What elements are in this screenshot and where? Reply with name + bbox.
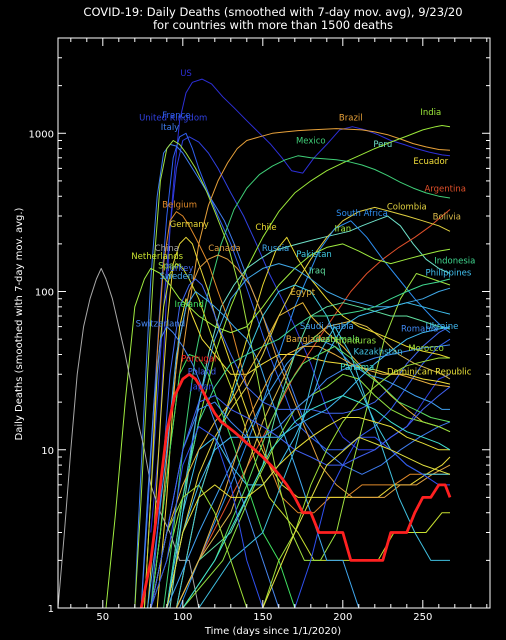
- series-line-guatemala: [182, 345, 451, 608]
- series-label-india: India: [420, 108, 441, 118]
- x-tick-label: 100: [173, 612, 192, 623]
- series-line-ukraine: [166, 326, 451, 608]
- series-line-portugal: [139, 372, 452, 608]
- axis-layer: 50 100 150 200 250 1 10 100 1000: [29, 37, 490, 623]
- series-label-peru: Peru: [373, 140, 392, 150]
- series-line-saudi-arabia: [166, 338, 450, 608]
- x-tick-label: 250: [413, 612, 432, 623]
- y-tick-label: 1000: [29, 129, 54, 140]
- series-label-united-kingdom: United Kingdom: [139, 114, 207, 124]
- series-line-iraq: [175, 302, 451, 608]
- series-label-chile: Chile: [255, 223, 276, 233]
- series-line-morocco: [150, 357, 450, 608]
- series-line-italy: [134, 143, 451, 608]
- series-line-japan: [118, 426, 450, 608]
- y-axis-label: Daily Deaths (smoothed with 7-day mov. a…: [14, 207, 25, 440]
- series-label-pakistan: Pakistan: [296, 250, 332, 260]
- series-line-turkey: [150, 278, 451, 608]
- series-label-spain: Spain: [158, 261, 182, 271]
- series-label-ecuador: Ecuador: [413, 157, 448, 167]
- series-label-philippines: Philippines: [426, 269, 472, 279]
- x-tick-label: 150: [253, 612, 272, 623]
- series-label-ukraine: Ukraine: [426, 322, 459, 332]
- series-label-ireland: Ireland: [174, 300, 203, 310]
- series-line-argentina: [175, 209, 451, 608]
- series-label-belgium: Belgium: [162, 200, 197, 210]
- y-tick-label: 100: [35, 288, 54, 299]
- series-line-sweden: [147, 291, 450, 608]
- chart-subtitle: for countries with more than 1500 deaths: [153, 18, 393, 32]
- y-tick-label: 1: [48, 604, 54, 615]
- series-label-turkey: Turkey: [165, 264, 194, 274]
- series-line-switzerland: [140, 326, 450, 608]
- series-line-south-africa: [179, 220, 451, 608]
- series-label-brazil: Brazil: [339, 114, 363, 124]
- series-line-kazakhstan: [198, 326, 450, 608]
- series-label-honduras: Honduras: [335, 336, 376, 346]
- series-line-belgium: [143, 211, 450, 608]
- series-line-honduras: [182, 373, 451, 608]
- series-label-bangladesh: Bangladesh: [286, 335, 336, 345]
- series-label-poland: Poland: [188, 367, 216, 377]
- series-line-mexico: [163, 155, 451, 608]
- series-label-germany: Germany: [170, 220, 209, 230]
- series-line-iran: [105, 243, 451, 608]
- series-label-romania: Romania: [401, 324, 438, 334]
- series-label-south-africa: South Africa: [336, 209, 388, 219]
- series-label-bolivia: Bolivia: [433, 213, 461, 223]
- series-label-sweden: Sweden: [160, 272, 194, 282]
- series-line-spain: [134, 140, 451, 608]
- series-line-us: [150, 78, 451, 533]
- x-tick-label: 50: [96, 612, 109, 623]
- series-label-morocco: Morocco: [408, 344, 444, 354]
- series-label-guatemala: Guatemala: [313, 335, 360, 345]
- series-label-dominican-republic: Dominican Republic: [387, 367, 472, 377]
- series-label-saudi-arabia: Saudi Arabia: [300, 322, 354, 332]
- series-label-russia: Russia: [262, 244, 289, 254]
- chart-title: COVID-19: Daily Deaths (smoothed with 7-…: [83, 5, 462, 19]
- series-label-china: China: [155, 244, 179, 254]
- series-label-iran: Iran: [334, 224, 351, 234]
- x-axis-label: Time (days since 1/1/2020): [204, 626, 341, 637]
- series-label-portugal: Portugal: [181, 355, 216, 365]
- series-label-argentina: Argentina: [424, 184, 465, 194]
- series-label-indonesia: Indonesia: [434, 257, 475, 267]
- series-line-bolivia2: [262, 436, 451, 608]
- series-label-kazakhstan: Kazakhstan: [354, 348, 403, 358]
- series-line-dominican-republic: [166, 417, 450, 608]
- series-line-romania: [150, 344, 451, 608]
- series-label-canada: Canada: [208, 244, 240, 254]
- plot-frame: [57, 37, 491, 609]
- series-line-egypt: [150, 302, 451, 608]
- series-label-egypt: Egypt: [291, 288, 316, 298]
- series-label-netherlands: Netherlands: [131, 252, 183, 262]
- series-label-us: US: [180, 69, 192, 79]
- series-label-panama: Panama: [340, 363, 374, 373]
- series-line-france: [140, 132, 451, 608]
- series-label-colombia: Colombia: [387, 203, 427, 213]
- series-label-japan: Japan: [189, 383, 214, 393]
- series-layer: [58, 78, 452, 608]
- series-line-poland: [150, 386, 451, 608]
- series-label-italy: Italy: [161, 123, 179, 133]
- series-line-chile: [175, 236, 451, 608]
- series-label-mexico: Mexico: [296, 137, 326, 147]
- series-label-france: France: [162, 111, 190, 121]
- x-tick-label: 200: [333, 612, 352, 623]
- series-label-switzerland: Switzerland: [136, 320, 186, 330]
- series-line-panama: [182, 395, 451, 608]
- series-line-china: [58, 267, 215, 608]
- series-label-iraq: Iraq: [309, 267, 326, 277]
- y-tick-label: 10: [41, 446, 54, 457]
